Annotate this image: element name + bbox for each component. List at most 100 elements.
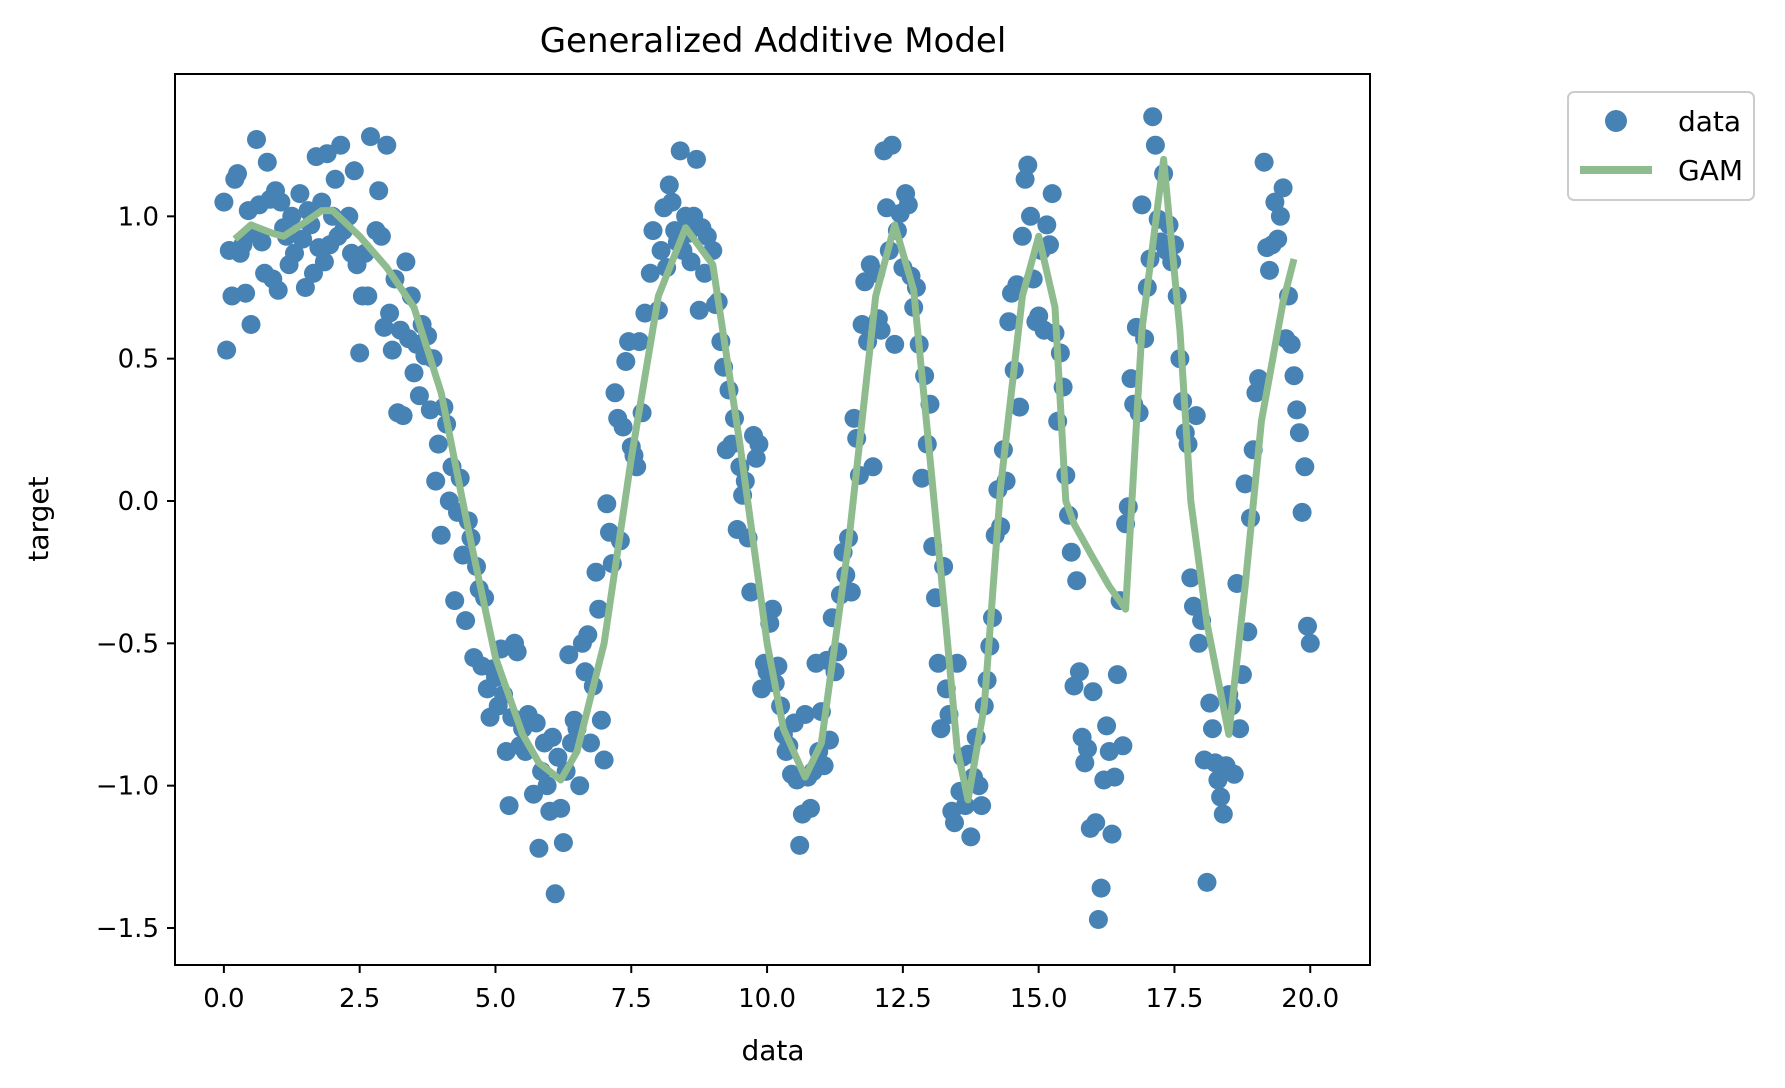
data-point-130 <box>578 625 598 645</box>
data-point-16 <box>257 152 277 172</box>
data-point-378 <box>1260 260 1279 280</box>
x-axis: 0.0 2.5 5.0 7.5 10.0 12.5 15.0 17.5 20.0 <box>203 965 1339 1014</box>
x-tick-label: 10.0 <box>738 984 796 1014</box>
data-point-27 <box>290 184 310 204</box>
data-point-152 <box>640 263 660 283</box>
data-point-308 <box>1069 662 1089 682</box>
legend-label-data: data <box>1678 105 1741 138</box>
data-point-134 <box>589 599 609 619</box>
data-point-268 <box>961 827 981 847</box>
data-point-25 <box>282 206 302 226</box>
data-point-40 <box>325 169 345 189</box>
data-point-52 <box>361 127 380 147</box>
data-point-356 <box>1200 693 1220 713</box>
data-point-320 <box>1102 824 1122 844</box>
x-tick-label: 12.5 <box>874 984 932 1014</box>
data-point-35 <box>312 192 332 212</box>
data-point-361 <box>1213 804 1233 824</box>
data-point-235 <box>871 320 891 340</box>
data-point-162 <box>670 141 690 161</box>
data-point-168 <box>687 149 706 169</box>
data-point-262 <box>945 813 964 833</box>
data-point-383 <box>1273 178 1293 198</box>
data-point-250 <box>912 468 932 488</box>
data-point-36 <box>314 252 334 272</box>
data-point-240 <box>885 334 905 354</box>
data-point-381 <box>1268 229 1288 249</box>
data-point-351 <box>1186 406 1206 426</box>
data-point-365 <box>1224 764 1244 784</box>
data-point-1 <box>217 340 237 360</box>
data-point-131 <box>581 733 600 753</box>
data-point-171 <box>695 263 715 283</box>
data-point-287 <box>1012 226 1032 246</box>
data-point-307 <box>1067 571 1087 591</box>
data-point-64 <box>396 252 416 272</box>
data-point-367 <box>1230 719 1250 739</box>
y-tick-label: −1.5 <box>96 914 159 944</box>
data-point-314 <box>1086 813 1106 833</box>
data-point-207 <box>795 705 815 724</box>
data-point-118 <box>545 884 565 904</box>
data-point-336 <box>1145 135 1165 155</box>
chart-title: Generalized Additive Model <box>540 21 1007 61</box>
data-point-311 <box>1078 739 1097 759</box>
data-point-232 <box>863 457 883 477</box>
x-tick-label: 17.5 <box>1146 984 1204 1014</box>
data-point-310 <box>1075 753 1095 773</box>
data-point-313 <box>1083 682 1103 702</box>
plot-frame <box>174 73 1371 966</box>
data-point-46 <box>344 161 364 181</box>
x-tick-label: 15.0 <box>1010 984 1068 1014</box>
legend-marker-data <box>1605 110 1627 132</box>
legend-label-gam: GAM <box>1678 154 1743 187</box>
data-point-190 <box>749 434 769 454</box>
data-point-143 <box>613 417 633 437</box>
x-tick-label: 2.5 <box>339 984 380 1014</box>
data-point-324 <box>1113 736 1133 756</box>
data-point-135 <box>591 710 611 730</box>
data-point-158 <box>659 175 679 195</box>
data-point-272 <box>972 796 992 816</box>
data-point-159 <box>662 192 682 212</box>
data-point-359 <box>1208 770 1228 790</box>
data-point-119 <box>548 747 568 767</box>
x-tick-label: 5.0 <box>475 984 516 1014</box>
y-tick-label: 0.5 <box>118 345 159 375</box>
data-point-120 <box>551 798 571 818</box>
data-point-48 <box>350 343 370 363</box>
data-point-127 <box>570 776 590 796</box>
x-axis-label: data <box>741 1034 804 1067</box>
data-point-12 <box>247 130 266 149</box>
data-point-110 <box>524 784 543 804</box>
x-tick-label: 20.0 <box>1281 984 1339 1014</box>
gam-line <box>232 155 1298 804</box>
data-point-388 <box>1287 400 1307 420</box>
data-point-391 <box>1295 457 1315 477</box>
data-point-387 <box>1284 366 1304 386</box>
data-point-77 <box>431 525 451 545</box>
data-point-112 <box>529 838 549 858</box>
data-point-187 <box>741 582 761 602</box>
data-point-257 <box>931 719 951 739</box>
data-point-82 <box>445 591 465 611</box>
data-point-382 <box>1270 206 1290 226</box>
data-point-322 <box>1107 665 1127 685</box>
data-point-286 <box>1010 397 1030 417</box>
y-axis: −1.5 −1.0 −0.5 0.0 0.5 1.0 <box>96 202 175 944</box>
legend: data GAM <box>1567 91 1755 201</box>
data-point-5 <box>228 164 247 184</box>
data-point-8 <box>236 283 256 303</box>
data-point-205 <box>790 835 810 855</box>
data-point-335 <box>1143 107 1163 127</box>
data-point-290 <box>1021 206 1040 226</box>
data-point-54 <box>369 181 389 201</box>
data-point-76 <box>428 434 448 454</box>
data-point-376 <box>1254 152 1274 172</box>
data-point-69 <box>409 386 429 406</box>
data-point-256 <box>928 653 948 673</box>
data-point-321 <box>1105 767 1125 787</box>
data-point-20 <box>268 280 288 300</box>
